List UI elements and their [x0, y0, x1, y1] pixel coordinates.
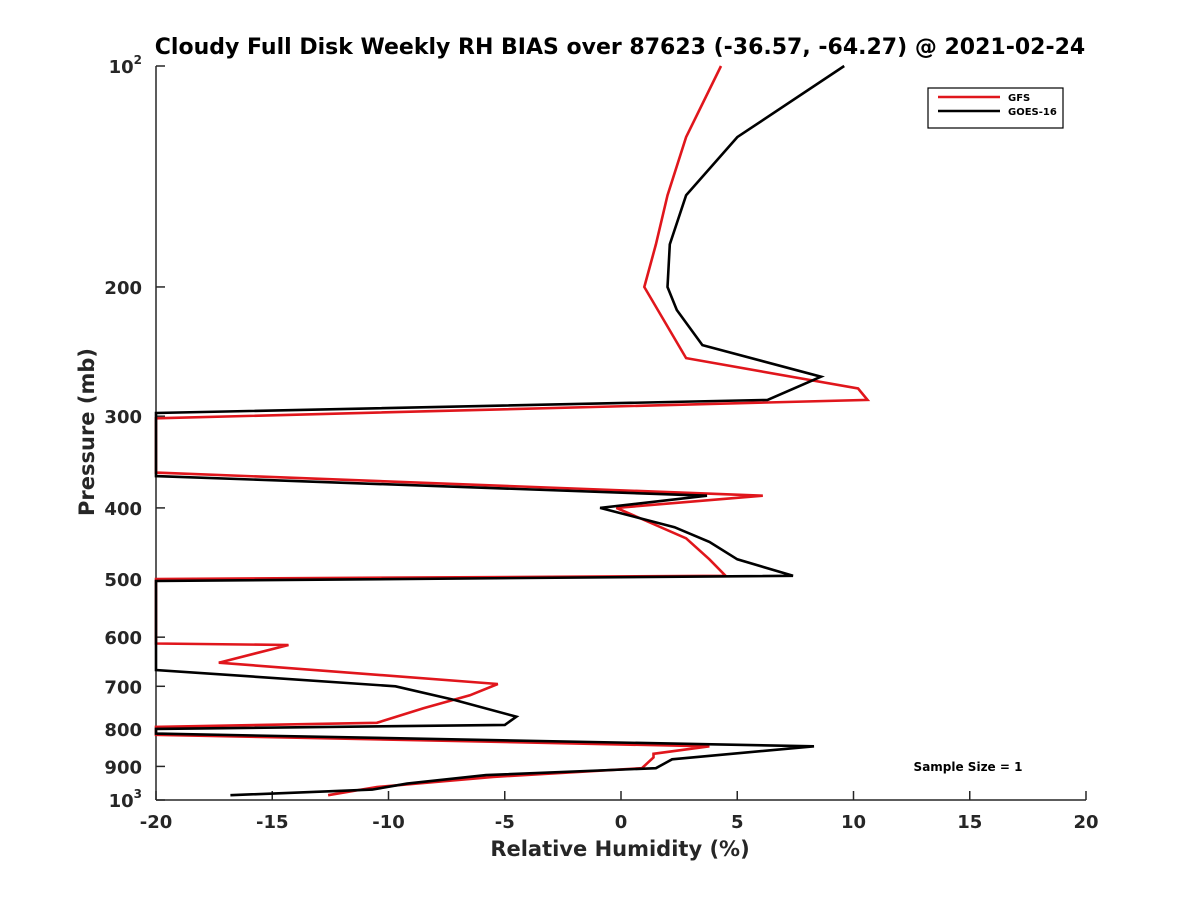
- legend-entry: GOES-16: [1008, 107, 1057, 118]
- chart-title: Cloudy Full Disk Weekly RH BIAS over 876…: [155, 35, 1085, 60]
- y-tick-label: 500: [104, 570, 142, 591]
- x-tick-label: -10: [372, 812, 405, 833]
- x-tick-label: -20: [140, 812, 173, 833]
- series-line-gfs: [154, 65, 871, 797]
- x-tick-label: 20: [1073, 812, 1098, 833]
- x-tick-label: 10: [841, 812, 866, 833]
- y-tick-label: 900: [104, 757, 142, 778]
- x-axis-label: Relative Humidity (%): [490, 837, 749, 861]
- y-axis-label: Pressure (mb): [75, 348, 99, 516]
- series-line-goes-16: [154, 64, 845, 797]
- y-tick-label: 800: [104, 720, 142, 741]
- y-tick-label: 700: [104, 677, 142, 698]
- legend-box: [927, 87, 1064, 129]
- series-layer: [154, 64, 871, 797]
- legend-entry: GFS: [1008, 93, 1030, 104]
- x-tick-label: 0: [615, 812, 628, 833]
- y-tick-label: 600: [104, 628, 142, 649]
- y-tick-label: 400: [104, 499, 142, 520]
- x-tick-label: 5: [731, 812, 744, 833]
- x-tick-label: -15: [256, 812, 289, 833]
- x-tick-label: 15: [957, 812, 982, 833]
- y-tick-label: 300: [104, 407, 142, 428]
- axes: -20 -15 -10 -5 0 5 10 15 20 102 200 300 400 500 600 700…: [104, 53, 1098, 833]
- y-tick-label: 102: [109, 53, 142, 78]
- y-tick-label: 200: [104, 278, 142, 299]
- y-tick-label: 103: [109, 787, 142, 812]
- legend: GFS GOES-16: [927, 87, 1064, 129]
- x-tick-label: -5: [495, 812, 515, 833]
- sample-size-annotation: Sample Size = 1: [914, 760, 1023, 774]
